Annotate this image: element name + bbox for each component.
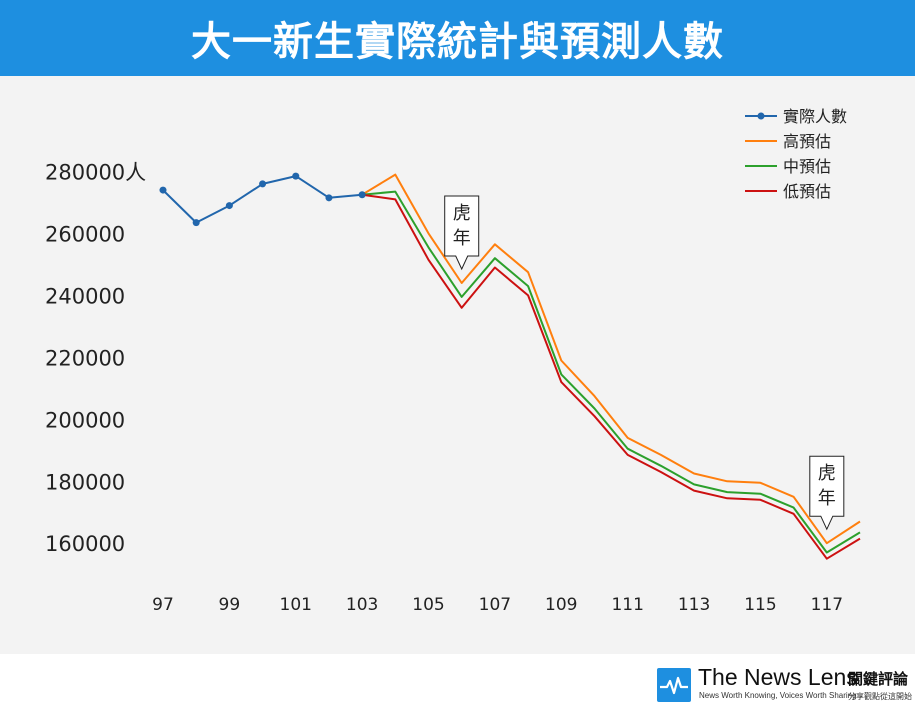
- legend-label: 中預估: [783, 157, 831, 176]
- data-point: [225, 202, 233, 210]
- news-lens-logo-icon: [657, 668, 691, 702]
- x-tick-label: 111: [611, 595, 643, 615]
- series-line-3: [361, 193, 861, 560]
- legend-label: 高預估: [783, 132, 831, 151]
- annotation-callout: [809, 455, 845, 531]
- brand-name-cn: 關鍵評論: [848, 670, 909, 688]
- y-tick-label: 220000: [45, 346, 125, 370]
- legend-label: 實際人數: [783, 107, 847, 126]
- x-tick-label: 113: [678, 595, 710, 615]
- x-tick-label: 115: [744, 595, 776, 615]
- series-line-1: [361, 173, 861, 545]
- annotation-text: 年: [818, 488, 836, 509]
- data-point: [192, 219, 200, 227]
- annotation-text: 虎: [818, 463, 836, 484]
- y-tick-label: 260000: [45, 222, 125, 246]
- y-tick-label: 280000人: [45, 160, 146, 184]
- data-point: [325, 194, 333, 202]
- x-tick-label: 103: [346, 595, 378, 615]
- x-tick-label: 97: [152, 595, 174, 615]
- x-tick-label: 107: [479, 595, 511, 615]
- title-bar: 大一新生實際統計與預測人數: [0, 0, 915, 76]
- data-point: [259, 180, 267, 188]
- x-tick-label: 117: [811, 595, 843, 615]
- x-tick-label: 109: [545, 595, 577, 615]
- page-title: 大一新生實際統計與預測人數: [191, 19, 724, 65]
- legend-marker: [757, 112, 765, 120]
- data-point: [159, 186, 167, 194]
- y-tick-label: 240000: [45, 284, 125, 308]
- data-point: [358, 191, 366, 199]
- y-tick-label: 160000: [45, 532, 125, 556]
- brand-tagline: News Worth Knowing, Voices Worth Sharing: [699, 691, 857, 700]
- plot-area: [0, 76, 915, 654]
- x-tick-label: 105: [412, 595, 444, 615]
- y-tick-label: 200000: [45, 408, 125, 432]
- data-point: [292, 172, 300, 180]
- legend-label: 低預估: [783, 182, 831, 201]
- y-tick-label: 180000: [45, 470, 125, 494]
- footer: [0, 654, 915, 715]
- brand-name: The News Lens: [698, 664, 858, 690]
- brand-tagline-cn: 分享觀點從這開始: [848, 692, 912, 701]
- annotation-text: 虎: [453, 203, 471, 224]
- x-tick-label: 99: [219, 595, 241, 615]
- series-line-2: [362, 190, 861, 554]
- annotation-callout: [444, 195, 480, 271]
- annotation-text: 年: [453, 228, 471, 249]
- x-tick-label: 101: [280, 595, 312, 615]
